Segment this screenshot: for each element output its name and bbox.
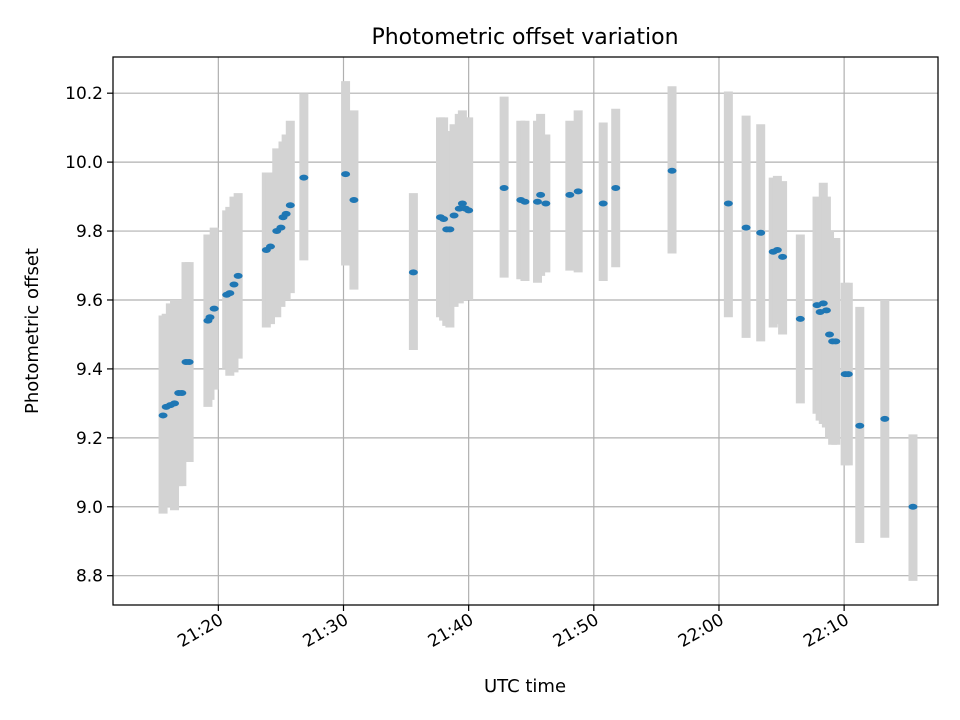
data-point bbox=[598, 200, 608, 207]
data-point bbox=[825, 331, 835, 338]
y-tick-label: 9.6 bbox=[76, 291, 103, 311]
y-tick-label: 8.8 bbox=[76, 567, 103, 587]
data-point bbox=[177, 390, 187, 397]
y-axis-label: Photometric offset bbox=[22, 248, 43, 414]
data-point bbox=[831, 338, 841, 345]
data-point bbox=[573, 188, 583, 195]
data-point bbox=[772, 247, 782, 254]
data-point bbox=[299, 174, 309, 181]
data-point bbox=[541, 200, 551, 207]
y-tick-label: 9.8 bbox=[76, 222, 103, 242]
data-point bbox=[565, 191, 575, 198]
y-axis-ticks: 8.8 9.0 9.2 9.4 9.6 9.8 10.0 10.2 bbox=[65, 84, 113, 587]
data-point bbox=[855, 422, 865, 429]
data-point bbox=[454, 205, 464, 212]
data-point bbox=[233, 272, 243, 279]
data-point bbox=[756, 229, 766, 236]
data-point bbox=[158, 412, 168, 419]
data-point bbox=[439, 215, 449, 222]
plot-frame bbox=[112, 56, 939, 606]
chart-title: Photometric offset variation bbox=[371, 25, 678, 50]
data-point bbox=[285, 202, 295, 209]
data-point bbox=[457, 200, 467, 207]
data-point bbox=[741, 224, 751, 231]
data-point bbox=[281, 210, 291, 217]
data-point bbox=[464, 207, 474, 214]
data-point bbox=[449, 212, 459, 219]
data-point bbox=[611, 184, 621, 191]
data-point bbox=[818, 300, 828, 307]
data-point bbox=[276, 224, 286, 231]
x-axis-label: UTC time bbox=[484, 676, 566, 697]
y-tick-label: 9.4 bbox=[76, 360, 103, 380]
data-point bbox=[843, 371, 853, 378]
data-point bbox=[170, 400, 180, 407]
data-point bbox=[265, 243, 275, 250]
grid bbox=[113, 57, 938, 605]
data-point bbox=[229, 281, 239, 288]
data-point bbox=[408, 269, 418, 276]
data-point bbox=[499, 184, 509, 191]
data-point bbox=[520, 198, 530, 205]
data-point bbox=[209, 305, 219, 312]
y-tick-label: 9.0 bbox=[76, 498, 103, 518]
data-point bbox=[225, 290, 235, 297]
data-point bbox=[880, 415, 890, 422]
y-tick-label: 10.0 bbox=[65, 153, 103, 173]
data-point bbox=[821, 307, 831, 314]
data-point bbox=[667, 167, 677, 174]
data-point bbox=[532, 198, 542, 205]
data-point bbox=[445, 226, 455, 233]
data-point bbox=[908, 503, 918, 510]
data-point bbox=[723, 200, 733, 207]
data-point bbox=[205, 314, 215, 321]
data-point bbox=[536, 191, 546, 198]
y-tick-label: 10.2 bbox=[65, 84, 103, 104]
data-point bbox=[341, 171, 351, 178]
data-point bbox=[184, 359, 194, 366]
y-tick-label: 9.2 bbox=[76, 429, 103, 449]
data-point bbox=[795, 315, 805, 322]
data-point bbox=[349, 197, 359, 204]
data-points bbox=[158, 167, 918, 510]
data-point bbox=[778, 253, 788, 260]
